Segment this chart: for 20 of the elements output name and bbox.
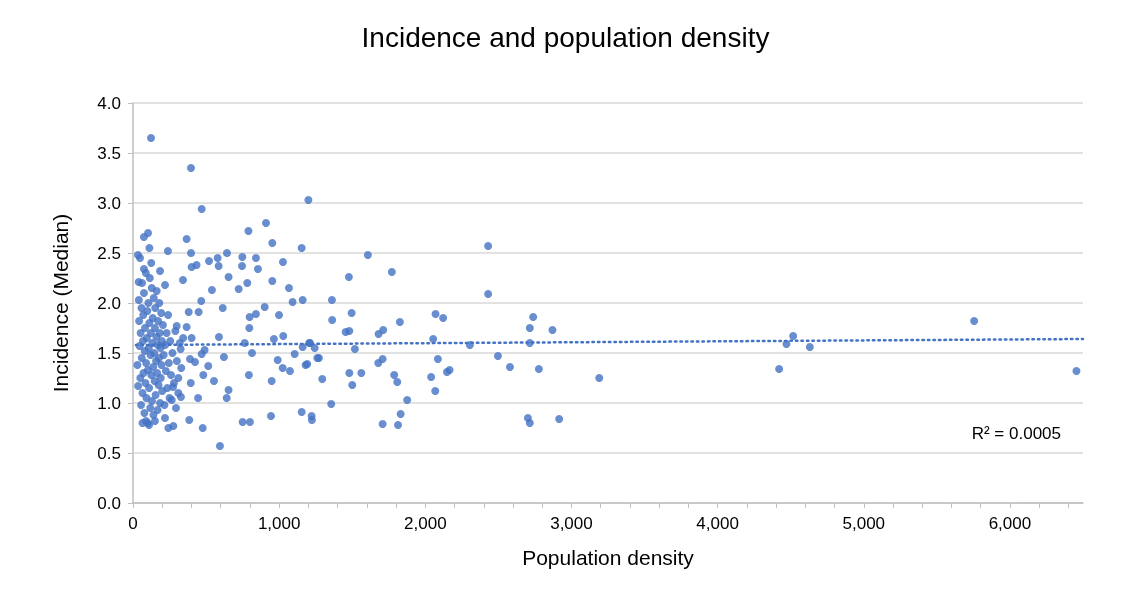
- y-tick-label: 3.0: [97, 193, 121, 213]
- y-tick-label: 0.0: [97, 493, 121, 513]
- y-axis-title: Incidence (Median): [49, 213, 72, 393]
- y-tick-label: 1.0: [97, 393, 121, 413]
- x-axis-title: Population density: [522, 546, 695, 569]
- x-tick-label: 6,000: [988, 514, 1032, 533]
- y-tick-label: 2.5: [97, 243, 121, 263]
- y-tick-label: 0.5: [97, 443, 121, 463]
- x-tick-label: 5,000: [842, 514, 886, 533]
- annotation: R² = 0.0005: [971, 424, 1061, 443]
- x-tick-label: 4,000: [696, 514, 739, 533]
- chart-title: Incidence and population density: [361, 21, 770, 53]
- x-tick-label: 0: [128, 514, 138, 533]
- y-tick-label: 1.5: [97, 343, 121, 363]
- y-tick-label: 3.5: [97, 143, 121, 163]
- y-tick-label: 4.0: [97, 93, 121, 113]
- x-tick-label: 2,000: [404, 514, 447, 533]
- x-tick-label: 1,000: [257, 514, 301, 533]
- x-tick-label: 3,000: [550, 514, 593, 533]
- y-tick-label: 2.0: [97, 293, 121, 313]
